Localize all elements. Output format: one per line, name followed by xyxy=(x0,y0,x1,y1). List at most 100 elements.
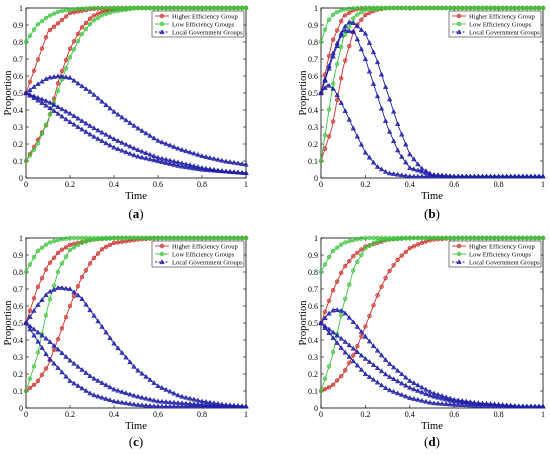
data-point xyxy=(334,279,340,284)
data-point xyxy=(338,242,344,247)
data-point xyxy=(35,81,41,86)
data-point xyxy=(63,254,69,259)
legend-entry-label: Higher Efficiency Group xyxy=(469,243,535,250)
data-point xyxy=(326,364,332,369)
data-point xyxy=(39,372,45,377)
data-point xyxy=(191,403,197,409)
data-point xyxy=(27,385,33,391)
data-point xyxy=(131,363,137,369)
data-point xyxy=(35,248,41,254)
data-point xyxy=(520,5,526,11)
x-tick-label: 0.8 xyxy=(197,180,207,189)
data-point xyxy=(215,156,221,162)
data-point xyxy=(243,403,249,409)
series-line xyxy=(320,322,543,407)
data-point xyxy=(91,5,97,11)
data-point xyxy=(334,339,340,345)
x-tick-label: 0.4 xyxy=(109,180,119,189)
data-point xyxy=(374,93,381,99)
x-tick-label: 1 xyxy=(244,410,248,419)
y-tick-label: 0.3 xyxy=(308,353,318,362)
data-point xyxy=(362,56,369,62)
data-point xyxy=(423,173,429,179)
data-point xyxy=(23,39,29,45)
data-point xyxy=(139,394,145,400)
data-point xyxy=(95,237,101,242)
data-point xyxy=(456,235,461,241)
data-point xyxy=(347,282,352,287)
data-point xyxy=(51,255,57,260)
data-point xyxy=(55,81,61,86)
data-point xyxy=(355,259,360,264)
data-point xyxy=(447,401,453,407)
data-point xyxy=(374,347,381,353)
data-point xyxy=(318,39,324,45)
data-point xyxy=(59,284,65,290)
data-point xyxy=(63,314,69,320)
data-point xyxy=(403,172,409,178)
data-point xyxy=(354,133,361,139)
legend-swatch-marker xyxy=(159,243,165,249)
data-point xyxy=(382,371,389,377)
data-point xyxy=(67,110,73,116)
x-tick-label: 0.6 xyxy=(449,180,459,189)
data-point xyxy=(51,107,57,113)
data-point xyxy=(123,390,129,396)
data-point xyxy=(71,241,77,247)
legend-entry-label: Local Government Groups xyxy=(172,29,243,36)
data-point xyxy=(386,96,393,102)
data-point xyxy=(439,5,445,11)
data-point xyxy=(143,130,149,136)
data-point xyxy=(27,33,33,39)
data-point xyxy=(343,368,348,373)
data-point xyxy=(147,402,153,408)
series-local-6 xyxy=(318,320,546,409)
data-point xyxy=(500,235,505,241)
data-point xyxy=(155,137,161,143)
data-point xyxy=(468,5,473,11)
data-point xyxy=(492,5,497,11)
data-point xyxy=(379,238,384,243)
data-point xyxy=(219,168,225,174)
data-point xyxy=(87,261,93,266)
data-point xyxy=(358,46,365,52)
data-point xyxy=(83,128,89,134)
data-point xyxy=(151,235,157,241)
data-point xyxy=(496,5,501,11)
data-point xyxy=(375,6,380,11)
data-point xyxy=(359,17,364,22)
data-point xyxy=(31,68,37,73)
data-point xyxy=(351,254,356,259)
data-point xyxy=(243,161,249,167)
data-point xyxy=(243,5,249,11)
data-point xyxy=(167,388,173,394)
data-point xyxy=(183,148,189,154)
data-point xyxy=(155,383,161,388)
data-point xyxy=(123,7,129,12)
data-point xyxy=(163,403,169,409)
data-point xyxy=(187,403,193,409)
data-point xyxy=(536,5,542,11)
legend-entry-label: Higher Efficiency Group xyxy=(469,13,535,20)
data-point xyxy=(528,5,534,11)
data-point xyxy=(179,393,185,399)
data-point xyxy=(399,253,404,258)
data-point xyxy=(394,378,401,384)
data-point xyxy=(431,400,437,406)
data-point xyxy=(379,6,384,11)
y-tick-label: 1 xyxy=(19,234,23,243)
data-point xyxy=(464,5,469,11)
data-point xyxy=(326,107,332,112)
data-point xyxy=(346,314,352,320)
data-point xyxy=(355,250,360,255)
data-point xyxy=(427,235,433,241)
data-point xyxy=(155,235,161,241)
data-point xyxy=(71,7,77,12)
data-point xyxy=(191,5,197,11)
data-point xyxy=(75,39,81,44)
data-point xyxy=(95,11,101,16)
data-point xyxy=(123,141,129,147)
data-point xyxy=(63,116,69,122)
